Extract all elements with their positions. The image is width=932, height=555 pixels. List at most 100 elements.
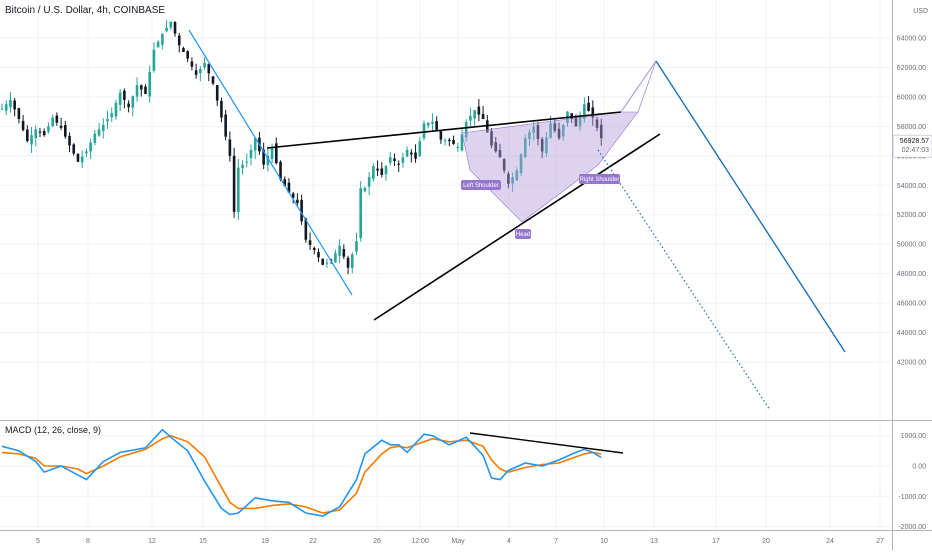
candle-body <box>435 121 438 131</box>
candle-body <box>498 150 502 158</box>
candle-body <box>110 113 114 118</box>
candle-body <box>397 163 400 165</box>
candle-body <box>249 149 253 159</box>
candle-body <box>553 123 557 131</box>
candle-body <box>393 158 396 161</box>
candle-body <box>291 193 295 198</box>
candle-body <box>300 199 303 222</box>
upper-wedge-line <box>266 111 622 149</box>
candle-body <box>308 240 312 245</box>
right-shoulder-label: Right Shoulder <box>580 177 620 183</box>
candle-body <box>519 154 523 174</box>
candle-body <box>296 199 299 203</box>
candle-body <box>42 130 46 136</box>
candle-body <box>38 131 42 133</box>
time-tick-label: 12 <box>148 538 156 545</box>
candle-body <box>346 257 350 268</box>
candle-body <box>237 167 240 213</box>
time-tick-label: 15 <box>199 538 207 545</box>
candle-body <box>359 188 362 238</box>
candle-body <box>304 218 308 240</box>
macd-tick-label: 1000.00 <box>901 433 926 440</box>
candle-body <box>80 156 84 163</box>
current-price: 56928.57 <box>900 138 929 145</box>
candle-body <box>161 33 164 45</box>
price-tick-label: 62000.00 <box>897 65 926 72</box>
candle-body <box>473 110 476 119</box>
candle-body <box>64 125 67 137</box>
price-tick-label: 52000.00 <box>897 212 926 219</box>
candle-body <box>452 139 455 145</box>
candle-body <box>152 49 156 71</box>
candle-body <box>101 124 105 132</box>
candle-body <box>283 179 287 187</box>
candle-body <box>262 149 265 165</box>
candle-body <box>422 123 426 139</box>
time-tick-label: 26 <box>373 538 381 545</box>
candle-body <box>72 144 76 154</box>
current-price-bg <box>892 134 932 158</box>
price-tick-label: 46000.00 <box>897 301 926 308</box>
candle-body <box>0 108 4 110</box>
candle-body <box>68 135 71 146</box>
candle-body <box>47 126 50 132</box>
time-tick-label: 8 <box>86 538 90 545</box>
candle-body <box>574 117 578 127</box>
candle-body <box>182 48 185 52</box>
right-shoulder-label-bg <box>579 174 620 184</box>
candle-body <box>34 129 38 138</box>
candle-body <box>26 129 29 142</box>
chart-title: Bitcoin / U.S. Dollar, 4h, COINBASE <box>5 5 166 16</box>
macd-tick-label: -2000.00 <box>898 524 926 531</box>
candle-body <box>431 121 434 124</box>
candle-body <box>443 140 447 142</box>
candle-body <box>401 157 405 163</box>
candle-body <box>17 108 21 119</box>
candle-body <box>363 188 367 192</box>
candle-body <box>97 129 101 136</box>
candle-body <box>279 161 282 180</box>
candle-body <box>232 155 236 212</box>
time-tick-label: 19 <box>261 538 269 545</box>
candle-body <box>490 131 493 146</box>
candle-body <box>380 168 384 175</box>
candle-body <box>177 35 181 46</box>
candle-body <box>481 114 485 119</box>
candle-body <box>144 86 147 94</box>
candle-body <box>139 85 143 90</box>
candle-body <box>464 121 468 138</box>
candle-body <box>591 107 595 118</box>
candle-body <box>190 61 194 67</box>
candle-body <box>338 245 341 256</box>
candle-body <box>367 177 371 187</box>
time-axis: 5 8 12 15 19 22 26 12:00 May 4 7 10 13 17 20 24 27 <box>36 538 884 545</box>
candle-body <box>194 70 198 75</box>
trend-drop-line <box>188 29 353 296</box>
candle-body <box>241 164 244 169</box>
candle-body <box>118 92 122 105</box>
candle-body <box>169 21 173 28</box>
candle-body <box>549 123 552 138</box>
candle-body <box>570 113 573 119</box>
candle-body <box>528 132 531 139</box>
candle-body <box>384 166 388 175</box>
candle-body <box>334 253 337 263</box>
time-tick-label: 20 <box>762 538 770 545</box>
candle-body <box>148 71 151 97</box>
candle-body <box>426 122 430 126</box>
candle-body <box>114 102 118 117</box>
macd-tick-label: 0.00 <box>912 464 926 471</box>
price-axis: 42000.00 44000.00 46000.00 48000.00 50000.00… <box>892 8 932 531</box>
candle-body <box>85 151 88 154</box>
price-tick-label: 58000.00 <box>897 124 926 131</box>
candle-body <box>502 159 506 171</box>
candle-body <box>203 63 206 68</box>
candle-body <box>123 90 126 100</box>
left-shoulder-label-bg <box>461 180 501 190</box>
candle-body <box>89 142 92 152</box>
left-shoulder-label: Left Shoulder <box>463 183 499 189</box>
lower-wedge-line <box>373 133 661 321</box>
